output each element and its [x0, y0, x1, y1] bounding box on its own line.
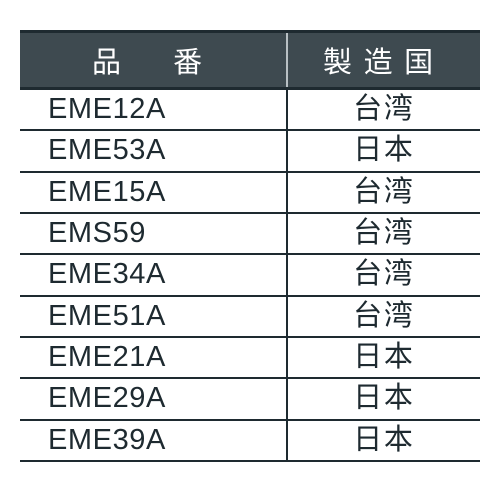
- cell-part-number: EME29A: [20, 378, 287, 419]
- cell-part-number: EME51A: [20, 296, 287, 337]
- table-row: EMS59台湾: [20, 213, 480, 254]
- table-header-row: 品 番 製造国: [20, 32, 480, 89]
- cell-country: 台湾: [287, 89, 480, 131]
- cell-part-number: EME15A: [20, 172, 287, 213]
- cell-country: 台湾: [287, 213, 480, 254]
- table-row: EME15A台湾: [20, 172, 480, 213]
- cell-part-number: EME53A: [20, 130, 287, 171]
- table-row: EME21A日本: [20, 337, 480, 378]
- cell-country: 日本: [287, 420, 480, 461]
- table-row: EME34A台湾: [20, 254, 480, 295]
- cell-part-number: EME34A: [20, 254, 287, 295]
- cell-country: 日本: [287, 337, 480, 378]
- col-header-part-number: 品 番: [20, 32, 287, 89]
- cell-country: 台湾: [287, 172, 480, 213]
- product-table: 品 番 製造国 EME12A台湾EME53A日本EME15A台湾EMS59台湾E…: [20, 30, 480, 462]
- table-row: EME51A台湾: [20, 296, 480, 337]
- table-row: EME39A日本: [20, 420, 480, 461]
- cell-country: 台湾: [287, 296, 480, 337]
- table-row: EME53A日本: [20, 130, 480, 171]
- table-container: 品 番 製造国 EME12A台湾EME53A日本EME15A台湾EMS59台湾E…: [0, 0, 500, 462]
- cell-part-number: EME39A: [20, 420, 287, 461]
- cell-country: 日本: [287, 378, 480, 419]
- cell-part-number: EME12A: [20, 89, 287, 131]
- cell-country: 台湾: [287, 254, 480, 295]
- table-row: EME12A台湾: [20, 89, 480, 131]
- cell-part-number: EME21A: [20, 337, 287, 378]
- cell-part-number: EMS59: [20, 213, 287, 254]
- cell-country: 日本: [287, 130, 480, 171]
- table-row: EME29A日本: [20, 378, 480, 419]
- col-header-country: 製造国: [287, 32, 480, 89]
